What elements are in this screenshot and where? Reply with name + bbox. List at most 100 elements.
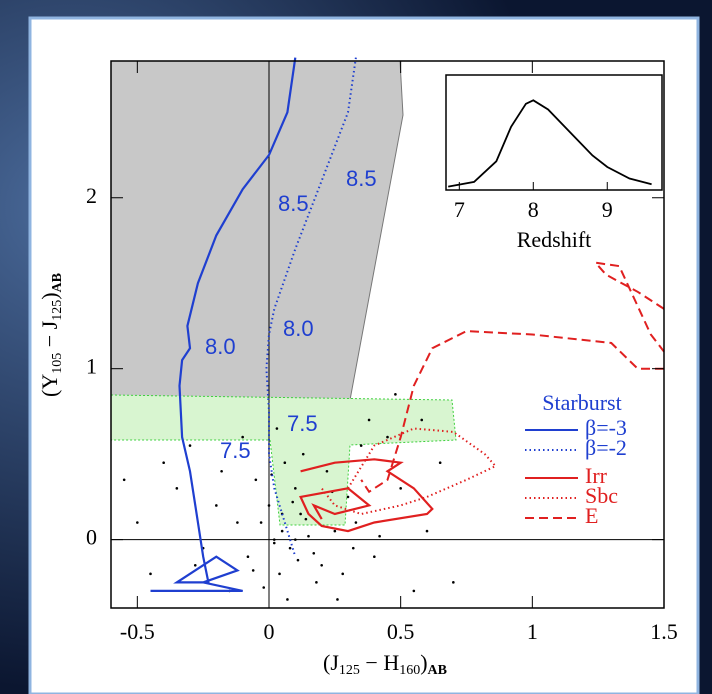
y-tick-label: 0 bbox=[86, 525, 97, 550]
point bbox=[162, 461, 165, 465]
gray-region bbox=[110, 60, 404, 401]
point bbox=[283, 461, 287, 465]
point bbox=[193, 563, 197, 567]
inset-curve bbox=[448, 99, 652, 188]
point bbox=[425, 529, 429, 533]
point bbox=[246, 555, 250, 559]
label-part: (Y bbox=[37, 374, 62, 397]
annotation: 8.5 bbox=[278, 191, 309, 216]
inset-x-tick-label: 7 bbox=[454, 197, 465, 222]
point bbox=[325, 469, 329, 473]
annotation: 8.5 bbox=[346, 166, 377, 191]
point bbox=[294, 538, 297, 541]
x-tick-label: 0 bbox=[264, 619, 275, 644]
point bbox=[359, 444, 363, 447]
label-part: 125 bbox=[339, 663, 360, 678]
label-part: (J bbox=[323, 650, 339, 675]
point bbox=[336, 598, 339, 601]
label-part: ) bbox=[420, 650, 427, 675]
y-tick-label: 2 bbox=[86, 183, 97, 208]
curve bbox=[150, 57, 297, 592]
point bbox=[236, 521, 239, 524]
point bbox=[288, 546, 292, 550]
x-tick-label: -0.5 bbox=[120, 619, 155, 644]
annotation: 8.0 bbox=[205, 334, 236, 359]
regions bbox=[110, 60, 457, 526]
point bbox=[351, 546, 355, 550]
label-part: − H bbox=[360, 650, 399, 675]
point bbox=[278, 572, 281, 576]
point bbox=[301, 452, 305, 456]
inset-x-tick-label: 8 bbox=[528, 197, 539, 222]
y-axis-label: (Y105 − J125)AB bbox=[37, 273, 65, 397]
point bbox=[386, 435, 389, 439]
green-region bbox=[110, 394, 457, 526]
point bbox=[175, 487, 179, 490]
point bbox=[299, 512, 302, 516]
point bbox=[259, 521, 263, 524]
point bbox=[220, 469, 223, 473]
point bbox=[136, 521, 139, 524]
plot bbox=[111, 57, 665, 608]
point bbox=[394, 393, 397, 396]
curve bbox=[360, 261, 665, 494]
point bbox=[188, 444, 192, 447]
point bbox=[452, 581, 455, 584]
point bbox=[280, 529, 284, 533]
x-tick-label: 1.5 bbox=[650, 619, 678, 644]
inset-frame bbox=[445, 74, 663, 191]
label-part: − J bbox=[37, 320, 62, 352]
point bbox=[215, 504, 218, 507]
curve bbox=[265, 57, 357, 557]
point bbox=[307, 534, 310, 538]
point bbox=[251, 569, 255, 572]
annotation: 8.0 bbox=[283, 316, 314, 341]
point bbox=[149, 572, 152, 576]
point bbox=[262, 586, 266, 589]
x-tick-label: 0.5 bbox=[387, 619, 415, 644]
point bbox=[254, 478, 258, 482]
point bbox=[275, 427, 279, 430]
label-part: AB bbox=[50, 273, 65, 292]
curve bbox=[320, 427, 498, 516]
legend-label: E bbox=[585, 503, 598, 528]
x-tick-label: 1 bbox=[527, 619, 538, 644]
point bbox=[286, 598, 289, 601]
legend-label: β=-2 bbox=[585, 435, 627, 460]
inset-x-tick-label: 9 bbox=[602, 197, 613, 222]
point bbox=[291, 500, 295, 504]
point bbox=[272, 541, 276, 545]
point bbox=[267, 504, 271, 507]
y-tick-label: 1 bbox=[86, 354, 97, 379]
legend-label: β=-3 bbox=[585, 415, 627, 440]
point bbox=[272, 538, 276, 541]
inset-x-label: Redshift bbox=[517, 227, 592, 252]
point bbox=[399, 487, 402, 490]
point bbox=[315, 581, 318, 584]
curve bbox=[299, 458, 434, 533]
label-part: AB bbox=[428, 663, 447, 678]
point bbox=[296, 558, 300, 562]
label-part: 105 bbox=[50, 353, 65, 374]
plot-frame bbox=[110, 60, 665, 609]
point bbox=[294, 487, 297, 490]
point bbox=[122, 478, 126, 482]
point bbox=[320, 563, 323, 567]
legend-label: Sbc bbox=[585, 483, 618, 508]
point bbox=[241, 435, 244, 439]
point bbox=[373, 555, 376, 559]
point bbox=[312, 552, 316, 555]
point bbox=[412, 589, 416, 593]
x-axis-label: (J125 − H160)AB bbox=[323, 650, 447, 678]
point bbox=[420, 418, 424, 422]
legend-label: Irr bbox=[585, 463, 608, 488]
point bbox=[304, 517, 308, 521]
point bbox=[341, 572, 345, 576]
label-part: 125 bbox=[50, 300, 65, 321]
annotation: 7.5 bbox=[287, 411, 318, 436]
label-part: ) bbox=[37, 292, 62, 299]
label-part: 160 bbox=[399, 663, 420, 678]
annotation: 7.5 bbox=[220, 438, 251, 463]
